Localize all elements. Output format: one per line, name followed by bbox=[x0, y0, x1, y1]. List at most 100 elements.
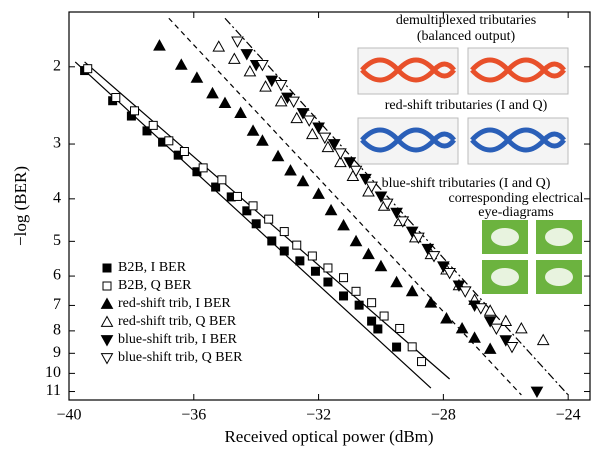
data-point bbox=[475, 304, 486, 314]
data-point bbox=[241, 50, 252, 60]
data-point bbox=[165, 137, 173, 145]
x-axis-label: Received optical power (dBm) bbox=[224, 427, 433, 446]
y-tick-label: 3 bbox=[53, 135, 61, 152]
data-point bbox=[375, 261, 386, 271]
data-point bbox=[235, 108, 246, 118]
eye-opening bbox=[491, 268, 519, 286]
data-point bbox=[324, 278, 332, 286]
data-point bbox=[219, 98, 230, 108]
x-tick-label: −36 bbox=[181, 407, 206, 424]
data-point bbox=[218, 176, 226, 184]
data-point bbox=[304, 116, 315, 126]
eye-inset bbox=[358, 48, 458, 94]
data-point bbox=[393, 343, 401, 351]
data-point bbox=[308, 252, 316, 260]
data-point bbox=[355, 301, 363, 309]
data-point bbox=[311, 267, 319, 275]
data-point bbox=[285, 165, 296, 175]
chart: demultiplexed tributaries (balanced outp… bbox=[0, 0, 599, 456]
data-point bbox=[469, 332, 480, 342]
y-tick-label: 8 bbox=[53, 322, 61, 339]
legend-label: blue-shift trib, I BER bbox=[118, 332, 238, 347]
y-axis-label: −log (BER) bbox=[11, 166, 30, 246]
data-point bbox=[180, 148, 188, 156]
legend-marker bbox=[102, 299, 113, 309]
legend-marker bbox=[102, 354, 113, 364]
data-point bbox=[391, 277, 402, 287]
legend-label: red-shift trib, Q BER bbox=[118, 314, 237, 329]
y-tick-label: 5 bbox=[53, 232, 61, 249]
data-point bbox=[293, 241, 301, 249]
data-point bbox=[418, 358, 426, 366]
legend-label: B2B, Q BER bbox=[118, 278, 192, 293]
data-point bbox=[408, 343, 416, 351]
data-point bbox=[248, 125, 259, 135]
eye-inset bbox=[468, 48, 568, 94]
data-point bbox=[340, 274, 348, 282]
data-point bbox=[131, 107, 139, 115]
data-point bbox=[363, 249, 374, 259]
data-point bbox=[207, 88, 218, 98]
data-point bbox=[252, 220, 260, 228]
x-tick-label: −24 bbox=[556, 407, 581, 424]
data-point bbox=[491, 324, 502, 334]
legend-marker bbox=[102, 336, 113, 346]
data-point bbox=[232, 37, 243, 47]
data-point bbox=[244, 66, 255, 76]
data-point bbox=[485, 344, 496, 354]
legend-marker bbox=[103, 282, 111, 290]
data-point bbox=[280, 228, 288, 236]
data-point bbox=[273, 151, 284, 161]
y-tick-label: 11 bbox=[46, 382, 61, 399]
legend-label: B2B, I BER bbox=[118, 260, 187, 275]
data-point bbox=[296, 257, 304, 265]
data-point bbox=[326, 205, 337, 215]
data-point bbox=[319, 133, 330, 143]
data-point bbox=[516, 323, 527, 333]
data-point bbox=[351, 236, 362, 246]
data-point bbox=[276, 81, 287, 91]
annotation: demultiplexed tributaries bbox=[396, 13, 536, 28]
legend-marker bbox=[103, 264, 111, 272]
data-point bbox=[249, 202, 257, 210]
annotation: blue-shift tributaries (I and Q) bbox=[382, 176, 551, 191]
data-point bbox=[307, 129, 318, 139]
data-point bbox=[288, 97, 299, 107]
data-point bbox=[229, 54, 240, 64]
annotation: corresponding electrical bbox=[449, 191, 584, 206]
data-point bbox=[265, 215, 273, 223]
y-tick-label: 4 bbox=[53, 190, 61, 207]
legend-marker bbox=[102, 317, 113, 327]
data-point bbox=[149, 121, 157, 129]
data-point bbox=[507, 342, 518, 352]
x-tick-label: −32 bbox=[306, 407, 331, 424]
data-point bbox=[213, 41, 224, 51]
data-point bbox=[199, 164, 207, 172]
data-point bbox=[233, 192, 241, 200]
data-point bbox=[257, 135, 268, 145]
data-point bbox=[396, 324, 404, 332]
data-point bbox=[538, 335, 549, 345]
data-point bbox=[268, 237, 276, 245]
legend-label: red-shift trib, I BER bbox=[118, 296, 231, 311]
data-point bbox=[368, 317, 376, 325]
data-point bbox=[154, 40, 165, 50]
eye-inset bbox=[468, 118, 568, 164]
eye-opening bbox=[491, 228, 519, 246]
data-point bbox=[338, 220, 349, 230]
annotation: (balanced output) bbox=[417, 29, 516, 44]
data-point bbox=[352, 287, 360, 295]
data-point bbox=[374, 325, 382, 333]
data-point bbox=[407, 286, 418, 296]
y-tick-label: 2 bbox=[53, 57, 61, 74]
x-tick-label: −28 bbox=[431, 407, 456, 424]
eye-inset bbox=[358, 118, 458, 164]
data-point bbox=[313, 123, 324, 133]
annotation: red-shift tributaries (I and Q) bbox=[385, 98, 548, 113]
y-tick-label: 9 bbox=[53, 344, 61, 361]
y-tick-label: 10 bbox=[45, 364, 61, 381]
eye-opening bbox=[545, 268, 573, 286]
y-tick-label: 7 bbox=[53, 296, 61, 313]
data-point bbox=[380, 312, 388, 320]
y-tick-label: 6 bbox=[53, 267, 61, 284]
